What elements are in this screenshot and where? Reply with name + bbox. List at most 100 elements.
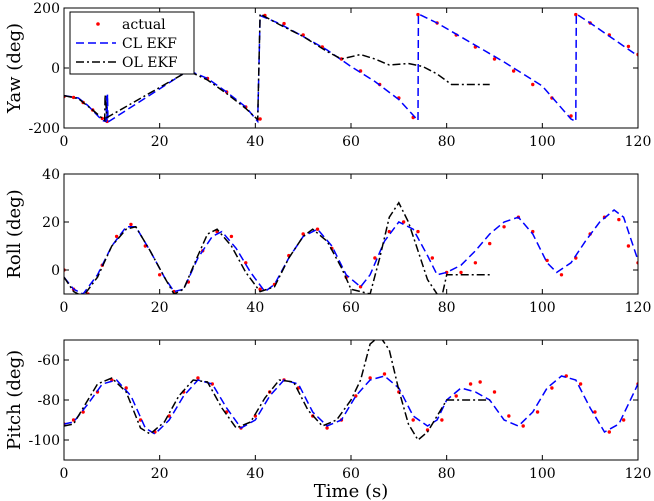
data-point [473,261,478,265]
data-point [325,426,329,430]
x-tick-label: 40 [246,134,264,150]
data-point [459,270,463,275]
data-point [626,44,631,49]
x-tick-label: 100 [529,466,556,482]
x-tick-label: 20 [151,300,169,316]
x-axis-label: Time (s) [314,481,389,501]
data-point [368,376,372,380]
x-tick-label: 80 [438,466,456,482]
data-point [81,410,85,414]
data-point [468,382,473,386]
data-point [569,114,573,118]
series-actual [64,215,638,294]
data-point [244,261,248,265]
x-tick-label: 60 [342,466,360,482]
series-line-cl-ekf [64,12,638,124]
x-tick-label: 80 [438,300,456,316]
legend: actual CL EKF OL EKF [69,11,195,75]
x-tick-label: 0 [60,134,69,150]
y-axis-label: Roll (deg) [4,189,25,278]
data-point [621,418,626,422]
series-line-ol-ekf [64,340,490,442]
legend-label: OL EKF [122,55,178,71]
y-tick-label: -60 [37,353,60,369]
data-point [411,418,415,422]
x-tick-label: 120 [625,300,652,316]
data-point [71,418,76,422]
x-tick-label: 100 [529,134,556,150]
series-group [64,201,638,294]
y-axis-label: Pitch (deg) [4,350,25,450]
data-point [593,410,597,414]
data-point [258,117,262,121]
data-point [315,227,320,231]
x-tick-label: 100 [529,300,556,316]
series-line-cl-ekf [64,375,638,435]
data-point [167,414,171,418]
data-point [258,287,262,291]
x-tick-label: 120 [625,466,652,482]
data-point [196,376,200,380]
legend-swatch-actual [96,22,100,26]
data-point [550,386,554,390]
data-point [507,414,511,418]
data-point [301,33,305,37]
data-point [626,244,631,248]
data-point [607,430,611,434]
y-tick-label: 200 [33,1,60,17]
x-tick-label: 20 [151,134,169,150]
data-point [416,229,420,234]
data-point [492,390,497,394]
x-tick-label: 20 [151,466,169,482]
y-tick-label: 0 [51,263,60,279]
data-point [430,256,435,260]
subplot-2: 0 20 40 60 80 100 120 -100 -80 -60 Pitch (deg) Time… [4,339,652,501]
data-point [114,234,119,239]
data-point [129,222,133,227]
x-tick-label: 60 [342,300,360,316]
data-point [488,241,492,246]
y-tick-label: 0 [51,61,60,77]
x-tick-label: 0 [60,466,69,482]
x-tick-label: 60 [342,134,360,150]
data-point [535,410,540,414]
y-axis-label: Yaw (deg) [4,23,25,114]
x-tick-label: 80 [438,134,456,150]
data-point [578,382,583,386]
data-point [521,424,525,428]
data-point [454,394,458,398]
data-point [282,21,286,26]
y-tick-label: 40 [42,167,60,183]
data-point [229,234,234,239]
x-tick-label: 40 [246,466,264,482]
data-point [531,82,535,87]
data-point [502,225,506,229]
y-tick-label: -80 [37,393,60,409]
data-point [416,12,420,17]
x-tick-label: 0 [60,300,69,316]
series-line-ol-ekf [64,12,490,123]
series-group [64,340,638,442]
x-tick-label: 120 [625,134,652,150]
y-tick-label: -100 [29,433,60,449]
data-point [492,57,497,61]
y-tick-label: 20 [42,215,60,231]
data-point [401,220,406,224]
data-point [440,418,444,422]
data-point [511,69,516,73]
data-point [382,372,387,376]
data-point [559,273,564,277]
data-point [478,380,482,384]
y-tick-label: -200 [29,121,60,137]
data-point [157,273,162,277]
axes-box [63,173,639,295]
x-tick-label: 40 [246,300,264,316]
subplot-1: 0 20 40 60 80 100 120 0 20 40 Roll (deg) [4,167,651,316]
data-point [617,217,621,222]
series-line-ol-ekf [64,201,490,294]
series-line-cl-ekf [64,209,638,294]
data-point [71,95,76,100]
